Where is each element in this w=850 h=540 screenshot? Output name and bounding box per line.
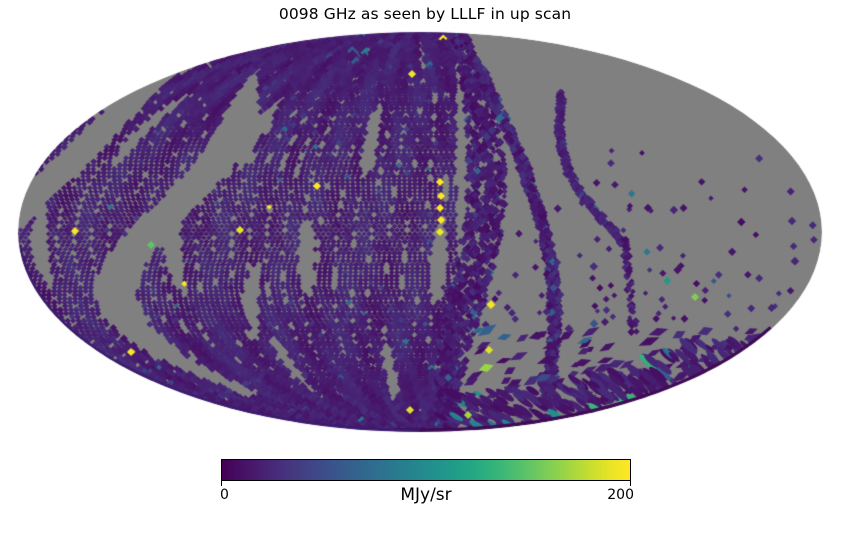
colorbar: 0 200 MJy/sr [220,459,634,509]
colorbar-tick-max [629,481,631,486]
colorbar-gradient-canvas [222,460,630,480]
colorbar-min-label: 0 [220,487,229,503]
colorbar-tick-min [221,481,223,486]
colorbar-unit-label: MJy/sr [400,485,452,505]
sky-map [0,0,850,455]
colorbar-max-label: 200 [607,487,634,503]
colorbar-gradient [221,459,631,481]
